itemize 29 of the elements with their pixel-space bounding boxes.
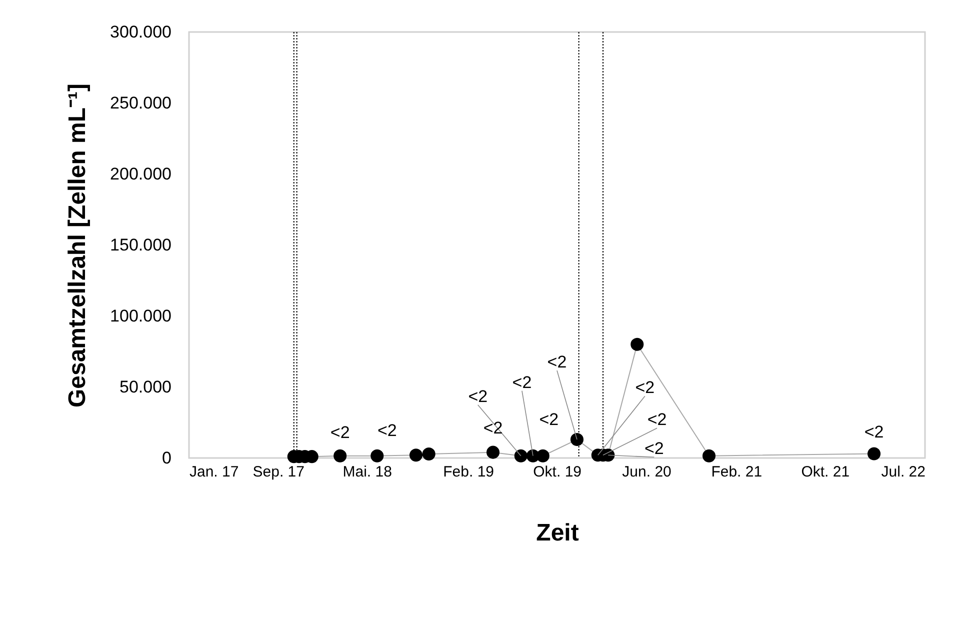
annotation: <2 xyxy=(547,352,567,372)
annotation: <2 xyxy=(864,422,884,442)
annotation: <2 xyxy=(377,420,397,440)
y-tick-label: 50.000 xyxy=(120,378,172,396)
annotation: <2 xyxy=(512,372,532,392)
annotation: <2 xyxy=(644,439,664,458)
y-tick-label: 150.000 xyxy=(110,236,172,254)
y-tick-label: 200.000 xyxy=(110,164,172,184)
x-tick-label: Sep. 17 xyxy=(252,464,304,480)
y-tick-label: 0 xyxy=(162,448,172,468)
annotation: <2 xyxy=(635,378,655,398)
annotation: <2 xyxy=(647,410,667,430)
x-tick-label: Feb. 19 xyxy=(443,464,494,480)
annotation: <2 xyxy=(468,386,488,406)
x-tick-label: Feb. 21 xyxy=(711,464,762,480)
annotation: <2 xyxy=(483,418,503,438)
annotation: <2 xyxy=(539,410,559,429)
y-tick-label: 300.000 xyxy=(110,22,172,42)
y-tick-label: 100.000 xyxy=(110,306,172,326)
y-tick-label: 250.000 xyxy=(110,94,172,112)
annotation: <2 xyxy=(330,422,350,442)
x-tick-label: Jan. 17 xyxy=(190,464,239,480)
x-axis-title: Zeit xyxy=(536,520,579,546)
y-axis-title: Gesamtzellzahl [Zellen mL⁻¹] xyxy=(64,83,92,408)
x-tick-label: Jul. 22 xyxy=(881,464,926,480)
x-tick-label: Okt. 21 xyxy=(801,464,850,480)
x-tick-label: Jun. 20 xyxy=(622,464,672,480)
x-tick-label: Mai. 18 xyxy=(342,464,392,480)
x-tick-label: Okt. 19 xyxy=(533,464,582,480)
